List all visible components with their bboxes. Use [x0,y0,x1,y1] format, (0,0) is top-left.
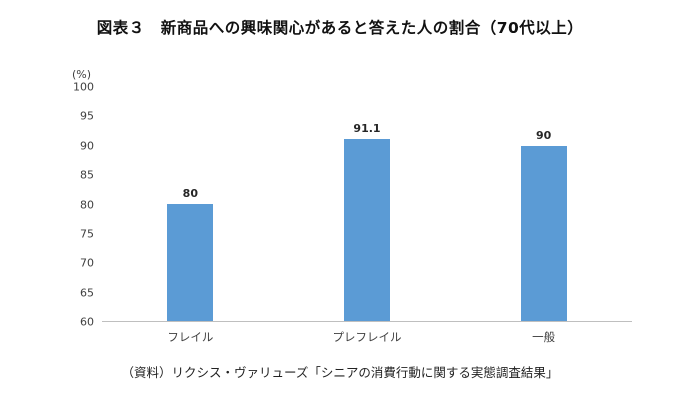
y-tick-label: 90 [80,139,94,153]
bar-slot: 91.1 [279,87,456,321]
bar-value-label: 90 [536,128,552,142]
x-category-label: フレイル [167,330,214,344]
y-tick-label: 60 [80,315,94,329]
source-note: （資料）リクシス・ヴァリューズ「シニアの消費行動に関する実態調査結果」 [121,365,559,380]
y-tick-label: 80 [80,198,94,211]
y-axis: 60 65 70 75 80 85 90 95 100 [70,82,102,328]
bar-value-label: 80 [182,187,198,200]
x-axis: フレイル プレフレイル 一般 [102,329,632,345]
y-tick-label: 75 [80,227,94,241]
y-tick-label: 85 [80,168,94,182]
bar-フレイル [167,204,214,321]
x-category-label: 一般 [532,330,556,344]
bar-プレフレイル [344,139,390,321]
x-category-label: プレフレイル [332,330,402,344]
plot-area: 80 91.1 90 [102,87,632,322]
y-axis-unit-label: (%) [72,68,92,81]
y-tick-label: 95 [80,109,94,123]
y-tick-label: 65 [80,286,94,300]
bar-value-label: 91.1 [353,122,381,136]
chart-title: 図表３ 新商品への興味関心があると答えた人の割合（70代以上） [96,19,584,37]
bar-一般 [520,145,567,321]
bar-chart: (%) 60 65 70 75 80 85 90 95 100 80 91.1 90 フレイル プレフ… [70,68,632,345]
chart-body: 60 65 70 75 80 85 90 95 100 80 91.1 90 [70,82,632,328]
bar-slot: 80 [102,87,279,321]
y-tick-label: 100 [73,80,94,94]
bar-slot: 90 [455,87,632,321]
y-tick-label: 70 [80,256,94,270]
